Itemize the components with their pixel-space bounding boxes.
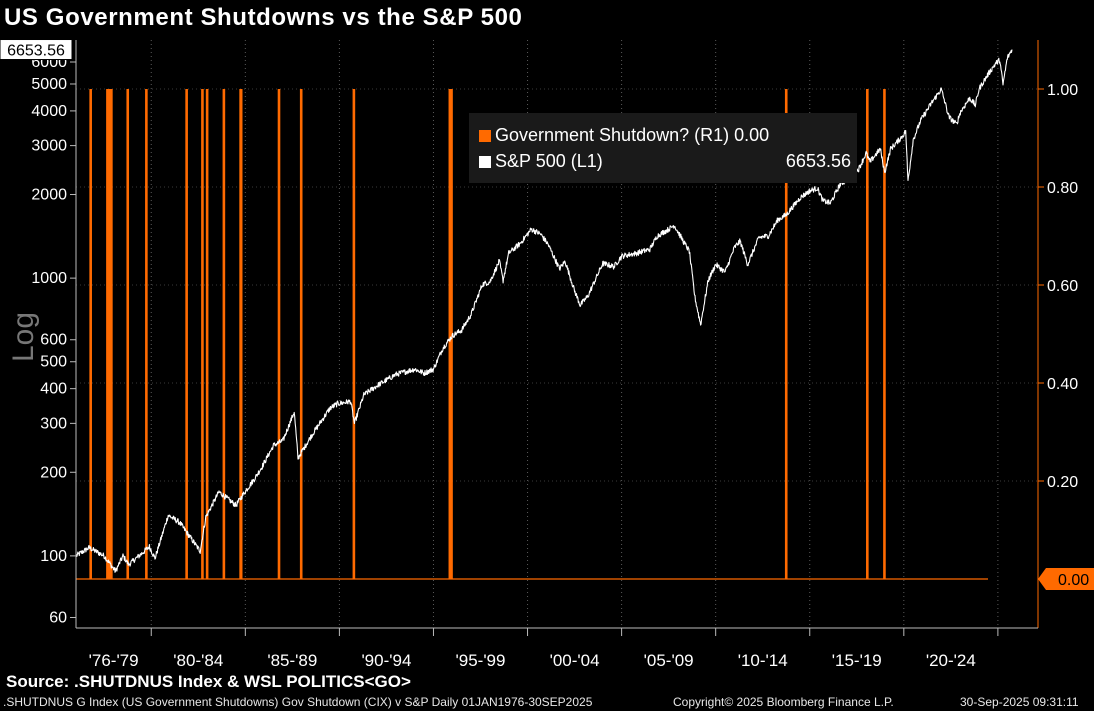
shutdown-spike	[784, 89, 788, 579]
shutdown-spike	[222, 89, 226, 579]
left-tick-label: 500	[40, 354, 67, 371]
x-tick-label: '05-'09	[644, 651, 694, 670]
x-tick-label: '90-'94	[361, 651, 411, 670]
shutdown-spike	[352, 89, 356, 579]
shutdown-spike	[126, 89, 130, 579]
shutdown-spike	[89, 89, 92, 579]
shutdown-spike	[883, 89, 886, 579]
legend-shutdown-label: Government Shutdown? (R1) 0.00	[495, 125, 770, 145]
shutdown-spike	[205, 89, 209, 579]
left-tick-label: 5000	[31, 76, 67, 93]
chart-title: US Government Shutdowns vs the S&P 500	[4, 4, 523, 31]
left-tick-label: 4000	[31, 103, 67, 120]
left-tick-label: 600	[40, 332, 67, 349]
legend-sp500-value: 6653.56	[785, 151, 851, 171]
right-tick-label: 0.60	[1047, 278, 1078, 295]
right-tick-label: 0.80	[1047, 180, 1078, 197]
right-tick-label: 0.40	[1047, 376, 1078, 393]
footer-timestamp: 30-Sep-2025 09:31:11	[960, 695, 1079, 709]
left-tick-label: 60	[49, 610, 67, 627]
shutdown-spike	[866, 89, 869, 579]
left-last-value-label: 6653.56	[7, 43, 65, 60]
grid	[76, 40, 1038, 628]
left-tick-label: 400	[40, 381, 67, 398]
shutdown-spike	[277, 89, 281, 579]
shutdown-spike	[239, 89, 243, 579]
right-axis: 0.20 0.40 0.60 0.80 1.00 0.00	[1037, 40, 1094, 628]
shutdown-spike	[106, 89, 109, 579]
left-tick-label: 3000	[31, 138, 67, 155]
shutdown-spike	[201, 89, 204, 579]
x-axis: '76-'79 '80-'84 '85-'89 '90-'94 '95-'99 '00-'…	[76, 627, 1038, 670]
x-tick-label: '80-'84	[173, 651, 223, 670]
left-tick-label: 200	[40, 464, 67, 481]
x-tick-label: '76-'79	[89, 651, 139, 670]
legend-sp500: S&P 500 (L1) 6653.56	[479, 151, 851, 172]
legend: Government Shutdown? (R1) 0.00 S&P 500 (…	[469, 113, 857, 183]
shutdown-spike	[185, 89, 188, 579]
footer-copyright: Copyright© 2025 Bloomberg Finance L.P.	[673, 695, 894, 709]
footer-description: .SHUTDNUS G Index (US Government Shutdow…	[3, 695, 593, 709]
legend-sp500-label: S&P 500 (L1)	[495, 151, 603, 171]
left-axis: 60 100 200 300 400 500 600 1000 2000 3000 4000 5000…	[0, 39, 77, 628]
shutdown-spikes	[76, 89, 988, 580]
left-tick-label: 300	[40, 415, 67, 432]
legend-sp500-swatch	[479, 156, 491, 168]
x-tick-label: '15-'19	[832, 651, 882, 670]
shutdown-spike	[108, 89, 111, 579]
left-tick-label: 2000	[31, 187, 67, 204]
shutdown-spike	[448, 89, 452, 579]
right-last-value-label: 0.00	[1058, 572, 1089, 589]
right-tick-label: 1.00	[1047, 82, 1078, 99]
left-last-value-box	[0, 39, 73, 61]
left-tick-label: 100	[40, 548, 67, 565]
x-tick-label: '85-'89	[267, 651, 317, 670]
right-tick-label: 0.20	[1047, 474, 1078, 491]
left-axis-label: Log	[7, 312, 40, 362]
left-tick-label: 1000	[31, 270, 67, 287]
x-tick-label: '10-'14	[738, 651, 788, 670]
legend-shutdown-swatch	[479, 130, 491, 142]
source-line: Source: .SHUTDNUS Index & WSL POLITICS<G…	[6, 672, 411, 691]
x-tick-label: '95-'99	[456, 651, 506, 670]
shutdown-spike	[450, 89, 453, 579]
shutdown-spike	[110, 89, 113, 579]
legend-shutdown: Government Shutdown? (R1) 0.00	[479, 125, 769, 146]
shutdown-spike	[145, 89, 148, 579]
x-tick-label: '20-'24	[926, 651, 976, 670]
shutdown-spike	[299, 89, 303, 579]
x-tick-label: '00-'04	[550, 651, 600, 670]
right-last-value-tag	[1038, 568, 1094, 590]
